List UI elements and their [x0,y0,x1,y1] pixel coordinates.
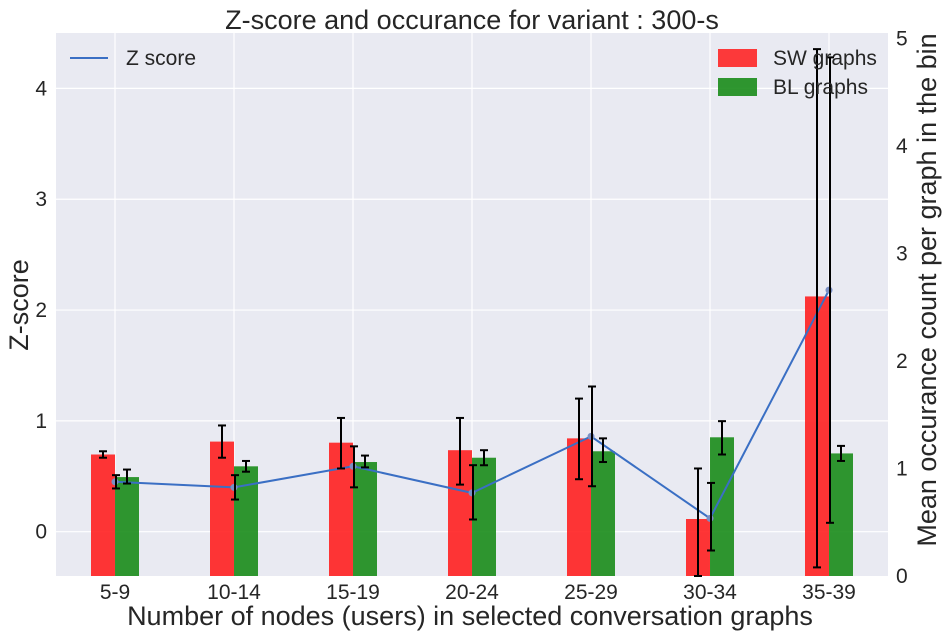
y2-tick-label: 4 [896,135,908,158]
y2-axis-label: Mean occurance count per graph in the bi… [912,33,942,546]
y-tick-label: 3 [35,188,47,211]
sw-bar [91,454,115,576]
y-tick-label: 1 [35,410,47,433]
bars-layer [91,296,853,576]
chart-title: Z-score and occurance for variant : 300-… [225,5,719,35]
legend-label-sw-graphs: SW graphs [773,47,877,70]
y-tick-label: 4 [35,77,47,100]
bl-bar [472,457,496,576]
x-tick-label: 25-29 [564,581,618,604]
error-bars-layer [99,48,845,577]
bl-bar [115,477,139,576]
x-tick-label: 15-19 [326,581,380,604]
x-axis-label: Number of nodes (users) in selected conv… [127,601,813,631]
x-tick-label: 30-34 [683,581,737,604]
legend-right: SW graphs BL graphs [718,47,877,99]
y-tick-label: 0 [35,521,47,544]
legend-label-z-score: Z score [126,47,196,70]
legend-swatch-sw-graphs [718,49,757,67]
tick-labels-layer: 0 1 2 3 4 5-9 10-14 15-19 20-24 25-29 30-34 35-39 0 1… [35,27,908,604]
x-tick-label: 35-39 [802,581,856,604]
x-tick-label: 20-24 [445,581,499,604]
y2-tick-label: 0 [896,565,908,588]
y-axis-label: Z-score [4,259,34,351]
legend-left: Z score [70,47,196,70]
x-tick-label: 10-14 [207,581,261,604]
y2-tick-label: 1 [896,457,908,480]
bl-bar [710,437,734,576]
y2-tick-label: 2 [896,350,908,373]
bl-bar [591,451,615,576]
x-tick-label: 5-9 [100,581,130,604]
y-tick-label: 2 [35,299,47,322]
bl-bar [829,453,853,576]
legend-swatch-bl-graphs [718,78,757,96]
y2-tick-label: 5 [896,27,908,50]
sw-bar [210,441,234,576]
bl-bar [353,462,377,576]
legend-label-bl-graphs: BL graphs [773,76,868,99]
y2-tick-label: 3 [896,242,908,265]
